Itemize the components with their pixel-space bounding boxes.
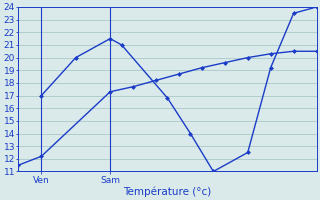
X-axis label: Température (°c): Température (°c) bbox=[124, 186, 212, 197]
